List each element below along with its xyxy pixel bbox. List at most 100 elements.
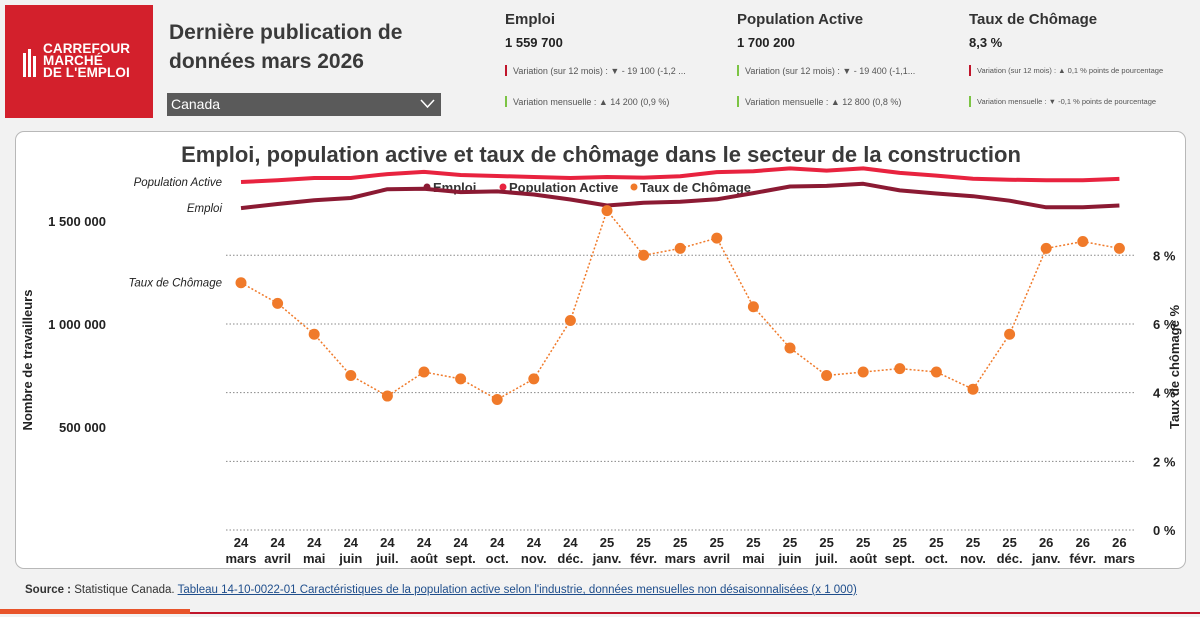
- legend-label-1: Population Active: [509, 180, 618, 195]
- data-point-taux-chomage: [821, 369, 833, 381]
- x-tick-year: 25: [929, 535, 943, 550]
- data-point-taux-chomage: [455, 373, 467, 385]
- y-tick-label: 500 000: [59, 420, 106, 435]
- source-label: Source :: [25, 584, 72, 596]
- logo-line-3: DE L'EMPLOI: [43, 65, 130, 80]
- x-tick-month: mars: [1104, 551, 1135, 566]
- data-point-taux-chomage: [601, 205, 613, 217]
- data-point-taux-chomage: [674, 242, 686, 254]
- legend-marker-2: [630, 183, 638, 191]
- x-tick-year: 24: [527, 535, 542, 550]
- chevron-down-icon: [420, 99, 435, 109]
- kpi-yearly-change: Variation (sur 12 mois) : ▼ - 19 100 (-1…: [505, 65, 686, 76]
- y-tick-label: 1 000 000: [48, 317, 106, 332]
- kpi-emploi: Emploi 1 559 700 Variation (sur 12 mois)…: [505, 11, 735, 107]
- data-point-taux-chomage: [894, 363, 906, 375]
- x-tick-year: 26: [1039, 535, 1053, 550]
- x-tick-month: nov.: [960, 551, 986, 566]
- x-tick-year: 24: [490, 535, 505, 550]
- line-chart: Emploi, population active et taux de chô…: [20, 142, 1182, 566]
- data-point-taux-chomage: [235, 277, 247, 289]
- x-tick-month: mai: [303, 551, 325, 566]
- kpi-yearly-change: Variation (sur 12 mois) : ▼ - 19 400 (-1…: [737, 65, 915, 76]
- data-point-taux-chomage: [1113, 242, 1125, 254]
- legend-label-2: Taux de Chômage: [640, 180, 751, 195]
- data-point-taux-chomage: [272, 297, 284, 309]
- x-tick-year: 25: [819, 535, 833, 550]
- x-tick-year: 25: [710, 535, 724, 550]
- x-tick-month: mai: [742, 551, 764, 566]
- logo-line-1: CARREFOUR: [43, 41, 131, 56]
- chart-panel: Emploi, population active et taux de chô…: [15, 131, 1186, 569]
- y2-tick-label: 8 %: [1153, 248, 1176, 263]
- x-tick-year: 25: [783, 535, 797, 550]
- data-point-taux-chomage: [308, 328, 320, 340]
- x-tick-month: nov.: [521, 551, 547, 566]
- brand-logo[interactable]: CARREFOUR MARCHÉ DE L'EMPLOI: [5, 5, 153, 118]
- x-tick-year: 25: [966, 535, 980, 550]
- chart-title: Emploi, population active et taux de chô…: [181, 142, 1021, 167]
- x-tick-month: sept.: [445, 551, 475, 566]
- y-tick-label: 1 500 000: [48, 214, 106, 229]
- data-point-taux-chomage: [747, 301, 759, 313]
- series-line-emploi: [240, 181, 1120, 211]
- series-inline-label: Population Active: [134, 177, 222, 189]
- x-tick-year: 26: [1112, 535, 1126, 550]
- x-tick-month: juin: [338, 551, 362, 566]
- data-point-taux-chomage: [345, 369, 357, 381]
- x-tick-month: juil.: [814, 551, 837, 566]
- kpi-population-active: Population Active 1 700 200 Variation (s…: [737, 11, 967, 107]
- x-tick-year: 25: [673, 535, 687, 550]
- kpi-title: Taux de Chômage: [969, 11, 1098, 28]
- logo-line-2: MARCHÉ: [43, 53, 103, 68]
- source-link[interactable]: Tableau 14-10-0022-01 Caractéristiques d…: [177, 584, 857, 596]
- x-tick-month: janv.: [1031, 551, 1061, 566]
- kpi-title: Emploi: [505, 11, 556, 28]
- region-dropdown[interactable]: Canada: [167, 93, 441, 116]
- x-tick-month: févr.: [1069, 551, 1096, 566]
- data-point-taux-chomage: [381, 390, 393, 402]
- kpi-taux-chomage: Taux de Chômage 8,3 % Variation (sur 12 …: [969, 11, 1199, 107]
- data-point-taux-chomage: [564, 315, 576, 327]
- data-point-taux-chomage: [1004, 328, 1016, 340]
- kpi-value: 1 559 700: [505, 35, 563, 50]
- data-point-taux-chomage: [930, 366, 942, 378]
- x-tick-month: déc.: [997, 551, 1023, 566]
- x-tick-year: 25: [1002, 535, 1016, 550]
- x-tick-month: mars: [225, 551, 256, 566]
- x-tick-year: 24: [344, 535, 359, 550]
- x-tick-month: mars: [665, 551, 696, 566]
- x-tick-month: avril: [264, 551, 291, 566]
- x-tick-month: sept.: [885, 551, 915, 566]
- kpi-monthly-change: Variation mensuelle : ▲ 14 200 (0,9 %): [505, 96, 669, 107]
- x-tick-month: avril: [703, 551, 730, 566]
- x-tick-month: janv.: [592, 551, 622, 566]
- x-tick-month: juil.: [375, 551, 398, 566]
- x-tick-month: oct.: [925, 551, 948, 566]
- series-inline-label: Emploi: [187, 203, 223, 215]
- x-tick-year: 24: [234, 535, 249, 550]
- x-tick-month: déc.: [557, 551, 583, 566]
- series-line-taux-chomage: [240, 209, 1120, 401]
- x-tick-year: 24: [307, 535, 322, 550]
- series-inline-label: Taux de Chômage: [128, 278, 222, 290]
- x-tick-month: févr.: [630, 551, 657, 566]
- kpi-monthly-change: Variation mensuelle : ▲ 12 800 (0,8 %): [737, 96, 901, 107]
- data-point-taux-chomage: [784, 342, 796, 354]
- bottom-accent: [0, 609, 190, 614]
- region-selected-value: Canada: [171, 96, 221, 112]
- data-point-taux-chomage: [857, 366, 869, 378]
- x-tick-year: 24: [563, 535, 578, 550]
- source-text: Statistique Canada.: [74, 584, 175, 596]
- y2-tick-label: 6 %: [1153, 317, 1176, 332]
- data-point-taux-chomage: [1077, 236, 1089, 248]
- kpi-yearly-change: Variation (sur 12 mois) : ▲ 0,1 % points…: [969, 65, 1163, 76]
- logo-text: CARREFOUR MARCHÉ DE L'EMPLOI: [43, 41, 131, 80]
- legend-marker-1: [499, 183, 507, 191]
- x-tick-month: oct.: [486, 551, 509, 566]
- data-point-taux-chomage: [418, 366, 430, 378]
- data-point-taux-chomage: [528, 373, 540, 385]
- y2-axis-title: Taux de chômage %: [1167, 305, 1182, 429]
- y2-tick-label: 2 %: [1153, 454, 1176, 469]
